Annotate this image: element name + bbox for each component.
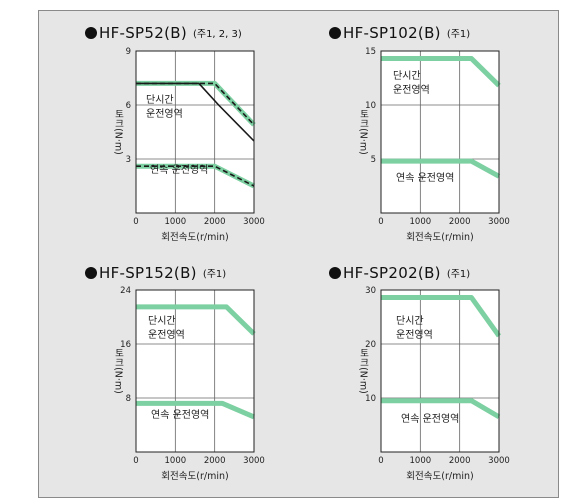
y-tick-label: 30 bbox=[365, 286, 376, 296]
plot-area bbox=[136, 51, 254, 213]
region-label-short-term: 운전영역 bbox=[396, 329, 433, 341]
chart-title-text: HF-SP202(B) bbox=[343, 264, 441, 282]
y-tick-label: 10 bbox=[365, 394, 376, 404]
region-label-short-term: 단시간 bbox=[396, 315, 424, 327]
plot-border bbox=[380, 289, 500, 453]
y-tick-label: 16 bbox=[120, 340, 131, 350]
series-line-1 bbox=[381, 295, 502, 338]
x-tick-label: 3000 bbox=[243, 217, 265, 227]
x-tick-label: 1000 bbox=[165, 456, 187, 466]
x-tick-label: 3000 bbox=[243, 456, 265, 466]
plot-area bbox=[381, 290, 499, 452]
charts-svg: 0 1000 2000 3000369회전속도(r/min)토크(N·m)단시간운전영… bbox=[113, 47, 510, 482]
chart-title-text: HF-SP52(B) bbox=[99, 24, 187, 42]
x-tick-label: 1000 bbox=[165, 217, 187, 227]
region-label-continuous: 연속 운전영역 bbox=[396, 172, 454, 184]
bullet-icon bbox=[85, 27, 97, 39]
x-tick-label: 0 bbox=[133, 217, 138, 227]
series-line-1 bbox=[381, 56, 501, 88]
chart-title-4: HF-SP202(B) (주1) bbox=[329, 263, 470, 282]
region-label-short-term: 운전영역 bbox=[146, 108, 183, 120]
region-label-short-term: 단시간 bbox=[393, 70, 421, 82]
chart-title-text: HF-SP152(B) bbox=[99, 264, 197, 282]
plot-border bbox=[135, 50, 255, 214]
chart-note: (주1) bbox=[202, 269, 227, 280]
x-axis-label: 회전속도(r/min) bbox=[406, 232, 473, 243]
chart-note: (주1, 2, 3) bbox=[192, 29, 242, 40]
y-axis-label: 토크(N·m) bbox=[113, 348, 124, 394]
x-tick-label: 1000 bbox=[410, 217, 432, 227]
y-axis-label: 토크(N·m) bbox=[113, 109, 124, 155]
x-tick-label: 0 bbox=[378, 217, 383, 227]
series-line-2 bbox=[381, 398, 501, 420]
x-tick-label: 0 bbox=[133, 456, 138, 466]
series-line-2 bbox=[136, 400, 255, 420]
y-tick-label: 8 bbox=[126, 394, 131, 404]
y-tick-label: 10 bbox=[365, 101, 376, 111]
plot-border bbox=[380, 50, 500, 214]
x-tick-label: 2000 bbox=[449, 456, 471, 466]
chart-1: 0 1000 2000 3000 3 6 9 회전속도(r/min) 토크(N·m) 단시간운전영… bbox=[113, 47, 265, 243]
series-line-3 bbox=[136, 165, 255, 187]
x-axis-label: 회전속도(r/min) bbox=[161, 232, 228, 243]
chart-4: 0 1000 2000 3000 10 20 30 회전속도(r/min) 토크(N·m) 단시간… bbox=[358, 286, 510, 482]
x-tick-label: 2000 bbox=[449, 217, 471, 227]
x-tick-label: 2000 bbox=[204, 217, 226, 227]
x-tick-label: 3000 bbox=[488, 456, 510, 466]
chart-2: 0 1000 2000 3000 5 10 15 회전속도(r/min) 토크(N·m) 단시간운… bbox=[358, 47, 510, 243]
y-tick-label: 3 bbox=[126, 155, 131, 165]
chart-title-text: HF-SP102(B) bbox=[343, 24, 441, 42]
region-label-continuous: 연속 운전영역 bbox=[151, 409, 209, 421]
region-label-short-term: 운전영역 bbox=[148, 329, 185, 341]
x-axis-label: 회전속도(r/min) bbox=[406, 471, 473, 482]
y-axis-label: 토크(N·m) bbox=[358, 348, 369, 394]
region-label-short-term: 운전영역 bbox=[393, 84, 430, 96]
figure-frame: HF-SP52(B) (주1, 2, 3) HF-SP102(B) (주1) HF-… bbox=[38, 10, 559, 498]
y-tick-label: 24 bbox=[120, 286, 131, 296]
y-tick-label: 6 bbox=[126, 101, 131, 111]
bullet-icon bbox=[329, 27, 341, 39]
y-tick-label: 15 bbox=[365, 47, 376, 57]
chart-3: 0 1000 2000 3000 8 16 24 회전속도(r/min) 토크(N·m) 단시간운… bbox=[113, 286, 265, 482]
y-tick-label: 20 bbox=[365, 340, 376, 350]
chart-title-1: HF-SP52(B) (주1, 2, 3) bbox=[85, 23, 242, 42]
bullet-icon bbox=[85, 267, 97, 279]
chart-note: (주1) bbox=[446, 29, 471, 40]
y-tick-label: 5 bbox=[371, 155, 376, 165]
region-label-continuous: 연속 운전영역 bbox=[401, 413, 459, 425]
x-tick-label: 2000 bbox=[204, 456, 226, 466]
region-label-short-term: 단시간 bbox=[148, 315, 176, 327]
plot-area bbox=[381, 51, 499, 213]
bullet-icon bbox=[329, 267, 341, 279]
plot-border bbox=[135, 289, 255, 453]
series-line-2 bbox=[381, 158, 501, 179]
x-axis-label: 회전속도(r/min) bbox=[161, 471, 228, 482]
x-tick-label: 1000 bbox=[410, 456, 432, 466]
y-tick-label: 9 bbox=[126, 47, 131, 57]
chart-title-2: HF-SP102(B) (주1) bbox=[329, 23, 470, 42]
chart-title-3: HF-SP152(B) (주1) bbox=[85, 263, 226, 282]
region-label-short-term: 단시간 bbox=[146, 94, 174, 106]
x-tick-label: 3000 bbox=[488, 217, 510, 227]
chart-note: (주1) bbox=[446, 269, 471, 280]
series-line-1 bbox=[136, 304, 256, 336]
x-tick-label: 0 bbox=[378, 456, 383, 466]
y-axis-label: 토크(N·m) bbox=[358, 109, 369, 155]
series-line-2 bbox=[136, 82, 255, 142]
region-label-continuous: 연속 운전영역 bbox=[150, 164, 208, 176]
